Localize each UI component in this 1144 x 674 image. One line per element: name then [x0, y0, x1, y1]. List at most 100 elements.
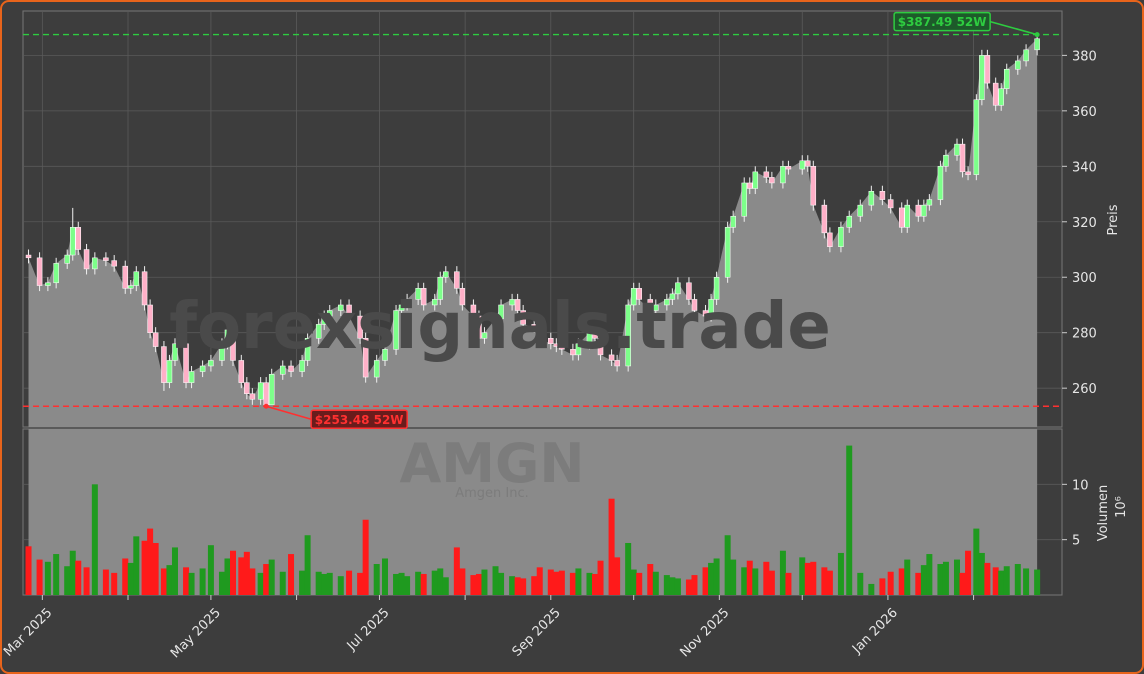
candle-body — [230, 329, 236, 361]
volume-bar — [597, 560, 604, 595]
watermark: forexsignals.trade — [169, 290, 831, 364]
volume-bar — [442, 577, 449, 595]
volume-bar — [768, 570, 775, 595]
annotation-arrow — [989, 20, 1038, 36]
candle-body — [172, 343, 178, 361]
volume-bar — [238, 557, 245, 595]
candle-body — [147, 304, 153, 333]
candle-body — [943, 154, 949, 167]
volume-bar — [799, 557, 806, 595]
volume-bar — [942, 561, 949, 595]
volume-bar — [904, 559, 911, 595]
volume-bar — [879, 578, 886, 595]
volume-bar — [207, 545, 214, 595]
candle-body — [398, 304, 405, 311]
volume-bar — [608, 498, 615, 595]
y-tick-label: 320 — [1072, 216, 1097, 231]
candle-body — [675, 282, 681, 295]
candle-body — [443, 271, 449, 278]
volume-bar — [321, 573, 328, 595]
volume-bar — [1014, 564, 1021, 595]
volume-bar — [763, 561, 770, 595]
candle-body — [625, 304, 631, 367]
candle-body — [868, 191, 875, 206]
volume-bar — [224, 558, 231, 595]
candle-body — [979, 55, 985, 100]
volume-bar — [111, 572, 118, 595]
candle-body — [559, 346, 565, 350]
volume-bar — [514, 577, 521, 595]
volume-bar — [509, 576, 516, 595]
candle-body — [746, 182, 753, 189]
volume-bar — [713, 558, 720, 595]
candle-body — [219, 343, 225, 361]
candle-body — [454, 271, 460, 289]
candle-body — [520, 310, 526, 325]
volume-bar — [804, 562, 811, 595]
volume-bar — [937, 564, 944, 595]
volume-bar — [83, 567, 90, 595]
annotation-box — [310, 409, 408, 430]
volume-bar — [257, 572, 264, 595]
volume-bar — [230, 550, 237, 595]
candle-body — [785, 166, 792, 170]
candle-body — [799, 160, 805, 170]
candle-body — [992, 82, 999, 106]
volume-bar — [362, 519, 369, 595]
volume-bar — [915, 572, 922, 595]
candle-body — [636, 288, 642, 300]
candle-body — [128, 285, 134, 289]
volume-bar — [592, 573, 599, 595]
candle-body — [597, 338, 604, 356]
candle-body — [362, 338, 369, 378]
volume-bar — [553, 571, 560, 595]
volume-bar — [199, 568, 206, 595]
volume-bar — [625, 542, 632, 595]
volume-bar — [1023, 568, 1030, 595]
volume-bar — [373, 564, 380, 595]
candle-body — [257, 382, 264, 400]
candle-body — [998, 88, 1004, 106]
volume-bar — [381, 558, 388, 595]
volume-bar — [636, 572, 643, 595]
volume-bar — [647, 564, 654, 595]
candle-body — [713, 276, 720, 300]
candle-body — [199, 365, 206, 372]
volume-bar — [857, 572, 864, 595]
volume-bar — [357, 572, 364, 595]
annotation-label: $253.48 52W — [315, 413, 404, 427]
candle-body — [315, 324, 322, 339]
volume-bar — [536, 567, 543, 595]
volume-bar — [299, 570, 306, 595]
volume-bar — [36, 559, 43, 595]
candle-body — [669, 293, 676, 300]
candle-body — [1034, 38, 1040, 51]
volume-bar — [992, 567, 999, 595]
volume-bar — [337, 576, 344, 595]
volume-bar — [160, 568, 167, 595]
candle-body — [224, 329, 231, 345]
candle-body — [647, 299, 654, 311]
volume-bar — [431, 570, 438, 595]
candle-body — [83, 249, 90, 270]
candle-body — [686, 282, 692, 300]
volume-bar — [304, 535, 311, 595]
volume-bar — [959, 572, 966, 595]
volume-bar — [183, 567, 190, 595]
volume-bar — [152, 542, 159, 595]
candle-body — [730, 215, 736, 228]
candle-body — [53, 263, 59, 284]
candle-body — [915, 204, 922, 217]
annotation-arrowhead — [263, 403, 269, 409]
candle-body — [420, 288, 427, 306]
candle-body — [111, 260, 117, 267]
annotation-arrow — [265, 405, 312, 421]
candle-body — [879, 191, 886, 200]
volume-bar — [470, 575, 477, 595]
candle-body — [904, 204, 911, 228]
volume-bar — [492, 566, 499, 595]
candle-body — [592, 332, 598, 339]
candle-body — [548, 338, 554, 345]
volume-bar — [481, 569, 488, 595]
volume-bar — [569, 572, 576, 595]
